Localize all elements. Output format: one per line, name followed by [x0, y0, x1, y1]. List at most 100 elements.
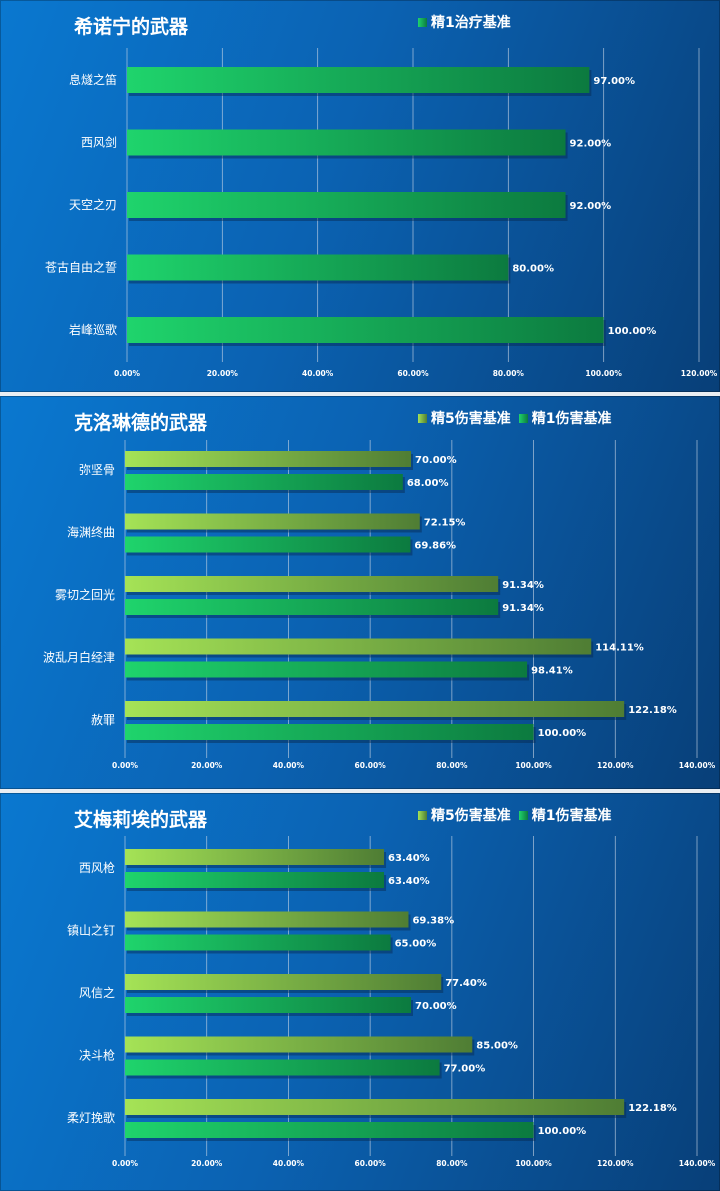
- chart-title: 艾梅莉埃的武器: [74, 809, 208, 831]
- x-tick-label: 80.00%: [436, 1159, 468, 1168]
- category-label: 波乱月白经津: [43, 650, 115, 665]
- bar: [125, 638, 592, 655]
- data-label: 97.00%: [593, 76, 635, 87]
- x-tick-label: 120.00%: [597, 1159, 634, 1168]
- category-label: 天空之刃: [69, 198, 117, 212]
- chart-svg: 0.00% 20.00% 40.00% 60.00% 80.00% 100.00% 120.…: [45, 48, 718, 378]
- bar: [125, 576, 499, 592]
- bar: [125, 451, 411, 467]
- data-label: 63.40%: [388, 876, 430, 887]
- data-label: 92.00%: [570, 201, 612, 212]
- data-label: 100.00%: [538, 728, 587, 739]
- bar: [127, 67, 590, 93]
- x-tick-label: 0.00%: [112, 761, 139, 770]
- legend-item-r1: 精1伤害基准: [518, 408, 612, 428]
- x-tick-label: 0.00%: [112, 1159, 139, 1168]
- x-tick-label: 100.00%: [515, 761, 552, 770]
- x-tick-label: 120.00%: [681, 369, 718, 378]
- legend-label: 精1伤害基准: [531, 808, 612, 824]
- bar: [125, 1059, 440, 1076]
- chart-legend: 精1治疗基准: [418, 12, 511, 32]
- x-tick-label: 140.00%: [679, 1159, 716, 1168]
- legend-label: 精1伤害基准: [531, 411, 612, 427]
- data-label: 63.40%: [388, 853, 430, 864]
- bar: [125, 1099, 625, 1115]
- x-tick-label: 20.00%: [207, 369, 239, 378]
- bar: [125, 724, 534, 740]
- bar: [125, 974, 442, 990]
- data-label: 69.86%: [414, 541, 456, 552]
- category-label: 决斗枪: [79, 1048, 115, 1063]
- data-label: 69.38%: [412, 916, 454, 927]
- bar: [125, 474, 403, 490]
- category-label: 海渊终曲: [67, 525, 115, 540]
- x-tick-label: 20.00%: [191, 761, 223, 770]
- data-label: 100.00%: [538, 1126, 587, 1137]
- x-tick-label: 100.00%: [515, 1159, 552, 1168]
- legend-swatch: [518, 810, 528, 820]
- chart-panel-clorinde: 克洛琳德的武器 精5伤害基准 精1伤害基准 0.00% 20.00% 40.00% 6…: [0, 396, 720, 789]
- bar: [125, 1122, 534, 1138]
- chart-legend: 精5伤害基准 精1伤害基准: [418, 408, 612, 428]
- category-label: 柔灯挽歌: [67, 1110, 115, 1125]
- legend-swatch: [418, 413, 427, 423]
- legend-item-r1: 精1伤害基准: [518, 805, 612, 825]
- legend-label: 精5伤害基准: [431, 411, 511, 427]
- category-label: 岩峰巡歌: [69, 322, 117, 337]
- category-label: 苍古自由之誓: [45, 260, 117, 275]
- chart-panel-emilie: 艾梅莉埃的武器 精5伤害基准 精1伤害基准 0.00% 20.00% 40.00% 6…: [0, 793, 720, 1191]
- x-tick-label: 40.00%: [273, 1159, 305, 1168]
- bar: [125, 934, 391, 951]
- bar: [125, 599, 499, 615]
- chart-title: 希诺宁的武器: [74, 16, 189, 38]
- data-label: 122.18%: [628, 705, 677, 716]
- legend-swatch: [518, 413, 528, 423]
- bar: [127, 254, 509, 281]
- legend-swatch: [418, 17, 427, 27]
- bar: [125, 1036, 473, 1053]
- bar: [125, 872, 385, 888]
- legend-item-p5: 精5伤害基准: [418, 408, 511, 428]
- data-label: 91.34%: [502, 603, 544, 614]
- chart-legend: 精5伤害基准 精1伤害基准: [418, 805, 612, 825]
- category-label: 西风枪: [79, 860, 115, 875]
- category-label: 风信之: [79, 986, 115, 1000]
- data-label: 98.41%: [531, 666, 573, 677]
- x-tick-label: 60.00%: [397, 369, 429, 378]
- bar: [125, 536, 411, 553]
- data-label: 68.00%: [407, 478, 449, 489]
- x-tick-label: 20.00%: [191, 1159, 223, 1168]
- category-label: 镇山之钉: [67, 924, 115, 938]
- x-tick-label: 80.00%: [436, 761, 468, 770]
- legend-item-p5: 精5伤害基准: [418, 805, 511, 825]
- bar: [125, 661, 528, 678]
- data-label: 77.00%: [444, 1064, 486, 1075]
- bar: [125, 513, 420, 530]
- data-label: 70.00%: [415, 455, 457, 466]
- x-tick-label: 140.00%: [679, 761, 716, 770]
- chart-panel-xinuoning: 希诺宁的武器 精1治疗基准 0.00% 20.00% 40.00% 60.00% 80.…: [0, 0, 720, 392]
- bar: [127, 317, 604, 343]
- data-label: 80.00%: [512, 264, 554, 275]
- chart-svg: 0.00% 20.00% 40.00% 60.00% 80.00% 100.00% 120.…: [43, 440, 716, 770]
- data-label: 65.00%: [395, 939, 437, 950]
- bar: [125, 849, 385, 865]
- x-tick-label: 40.00%: [302, 369, 334, 378]
- legend-label: 精5伤害基准: [431, 808, 511, 824]
- chart-svg: 0.00% 20.00% 40.00% 60.00% 80.00% 100.00% 120.…: [67, 836, 716, 1168]
- data-label: 72.15%: [424, 518, 466, 529]
- x-tick-label: 120.00%: [597, 761, 634, 770]
- data-label: 77.40%: [445, 978, 487, 989]
- bar: [125, 997, 411, 1013]
- x-tick-label: 60.00%: [355, 1159, 387, 1168]
- x-tick-label: 60.00%: [355, 761, 387, 770]
- bar: [125, 911, 409, 928]
- bar: [127, 192, 566, 218]
- data-label: 92.00%: [570, 139, 612, 150]
- category-label: 弥坚骨: [79, 462, 115, 477]
- legend-label: 精1治疗基准: [431, 15, 511, 31]
- x-tick-label: 40.00%: [273, 761, 305, 770]
- category-label: 息燧之笛: [69, 72, 117, 87]
- bar: [125, 701, 625, 717]
- data-label: 70.00%: [415, 1001, 457, 1012]
